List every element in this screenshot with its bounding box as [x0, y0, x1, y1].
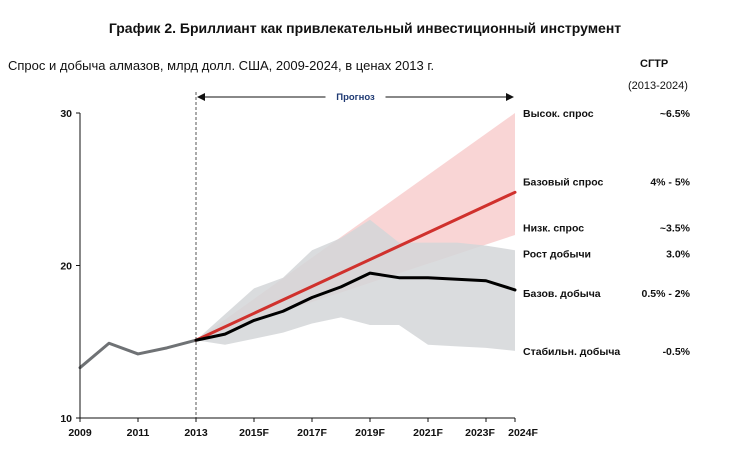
cagr-period: (2013-2024) [628, 80, 688, 92]
legend-label: Базовый спрос [523, 177, 604, 189]
legend-cagr-value: 4% - 5% [650, 177, 690, 189]
legend-layer: Высок. спрос ~6.5% Базовый спрос 4% - 5% Низ… [523, 108, 691, 358]
x-tick-label: 2015F [239, 427, 269, 439]
legend-label: Высок. спрос [523, 108, 594, 120]
x-tick-label: 2013 [184, 427, 208, 439]
x-tick-label: 2023F [465, 427, 495, 439]
forecast-label: Прогноз [336, 92, 375, 103]
legend-cagr-value: -0.5% [663, 346, 691, 358]
y-tick-label: 30 [60, 108, 72, 120]
y-tick-label: 10 [60, 413, 72, 425]
x-tick-label: 2021F [413, 427, 443, 439]
x-tick-label: 2009 [68, 427, 92, 439]
forecast-marker: Прогноз [195, 89, 514, 418]
forecast-label-bg [325, 89, 386, 103]
chart-title: График 2. Бриллиант как привлекательный … [108, 20, 622, 36]
series-layer [78, 190, 517, 370]
x-tick-label: 2019F [355, 427, 385, 439]
legend-cagr-value: 0.5% - 2% [642, 288, 691, 300]
legend-cagr-value: ~3.5% [660, 222, 691, 234]
chart-subtitle: Спрос и добыча алмазов, млрд долл. США, … [8, 58, 435, 73]
x-tick-label: 2017F [297, 427, 327, 439]
base-supply-line [194, 271, 517, 342]
supply-range-band [196, 219, 515, 351]
y-tick-label: 20 [60, 261, 72, 273]
legend-label: Низк. спрос [523, 222, 584, 234]
legend-label: Стабильн. добыча [523, 346, 620, 358]
x-tick-label: 2011 [127, 427, 150, 439]
legend-cagr-value: 3.0% [666, 248, 691, 260]
legend-cagr-value: ~6.5% [660, 108, 691, 120]
axes-layer: 10 20 30 2009 2011 2013 2015F 2017F 2019F 2021F 20… [60, 108, 538, 439]
bands-layer [196, 113, 515, 351]
cagr-header: СГТР [640, 58, 669, 70]
x-tick-label: 2024F [508, 427, 538, 439]
legend-label: Базов. добыча [523, 288, 601, 300]
legend-label: Рост добычи [523, 248, 591, 260]
base-demand-line [194, 190, 517, 342]
historical-line [78, 338, 198, 370]
